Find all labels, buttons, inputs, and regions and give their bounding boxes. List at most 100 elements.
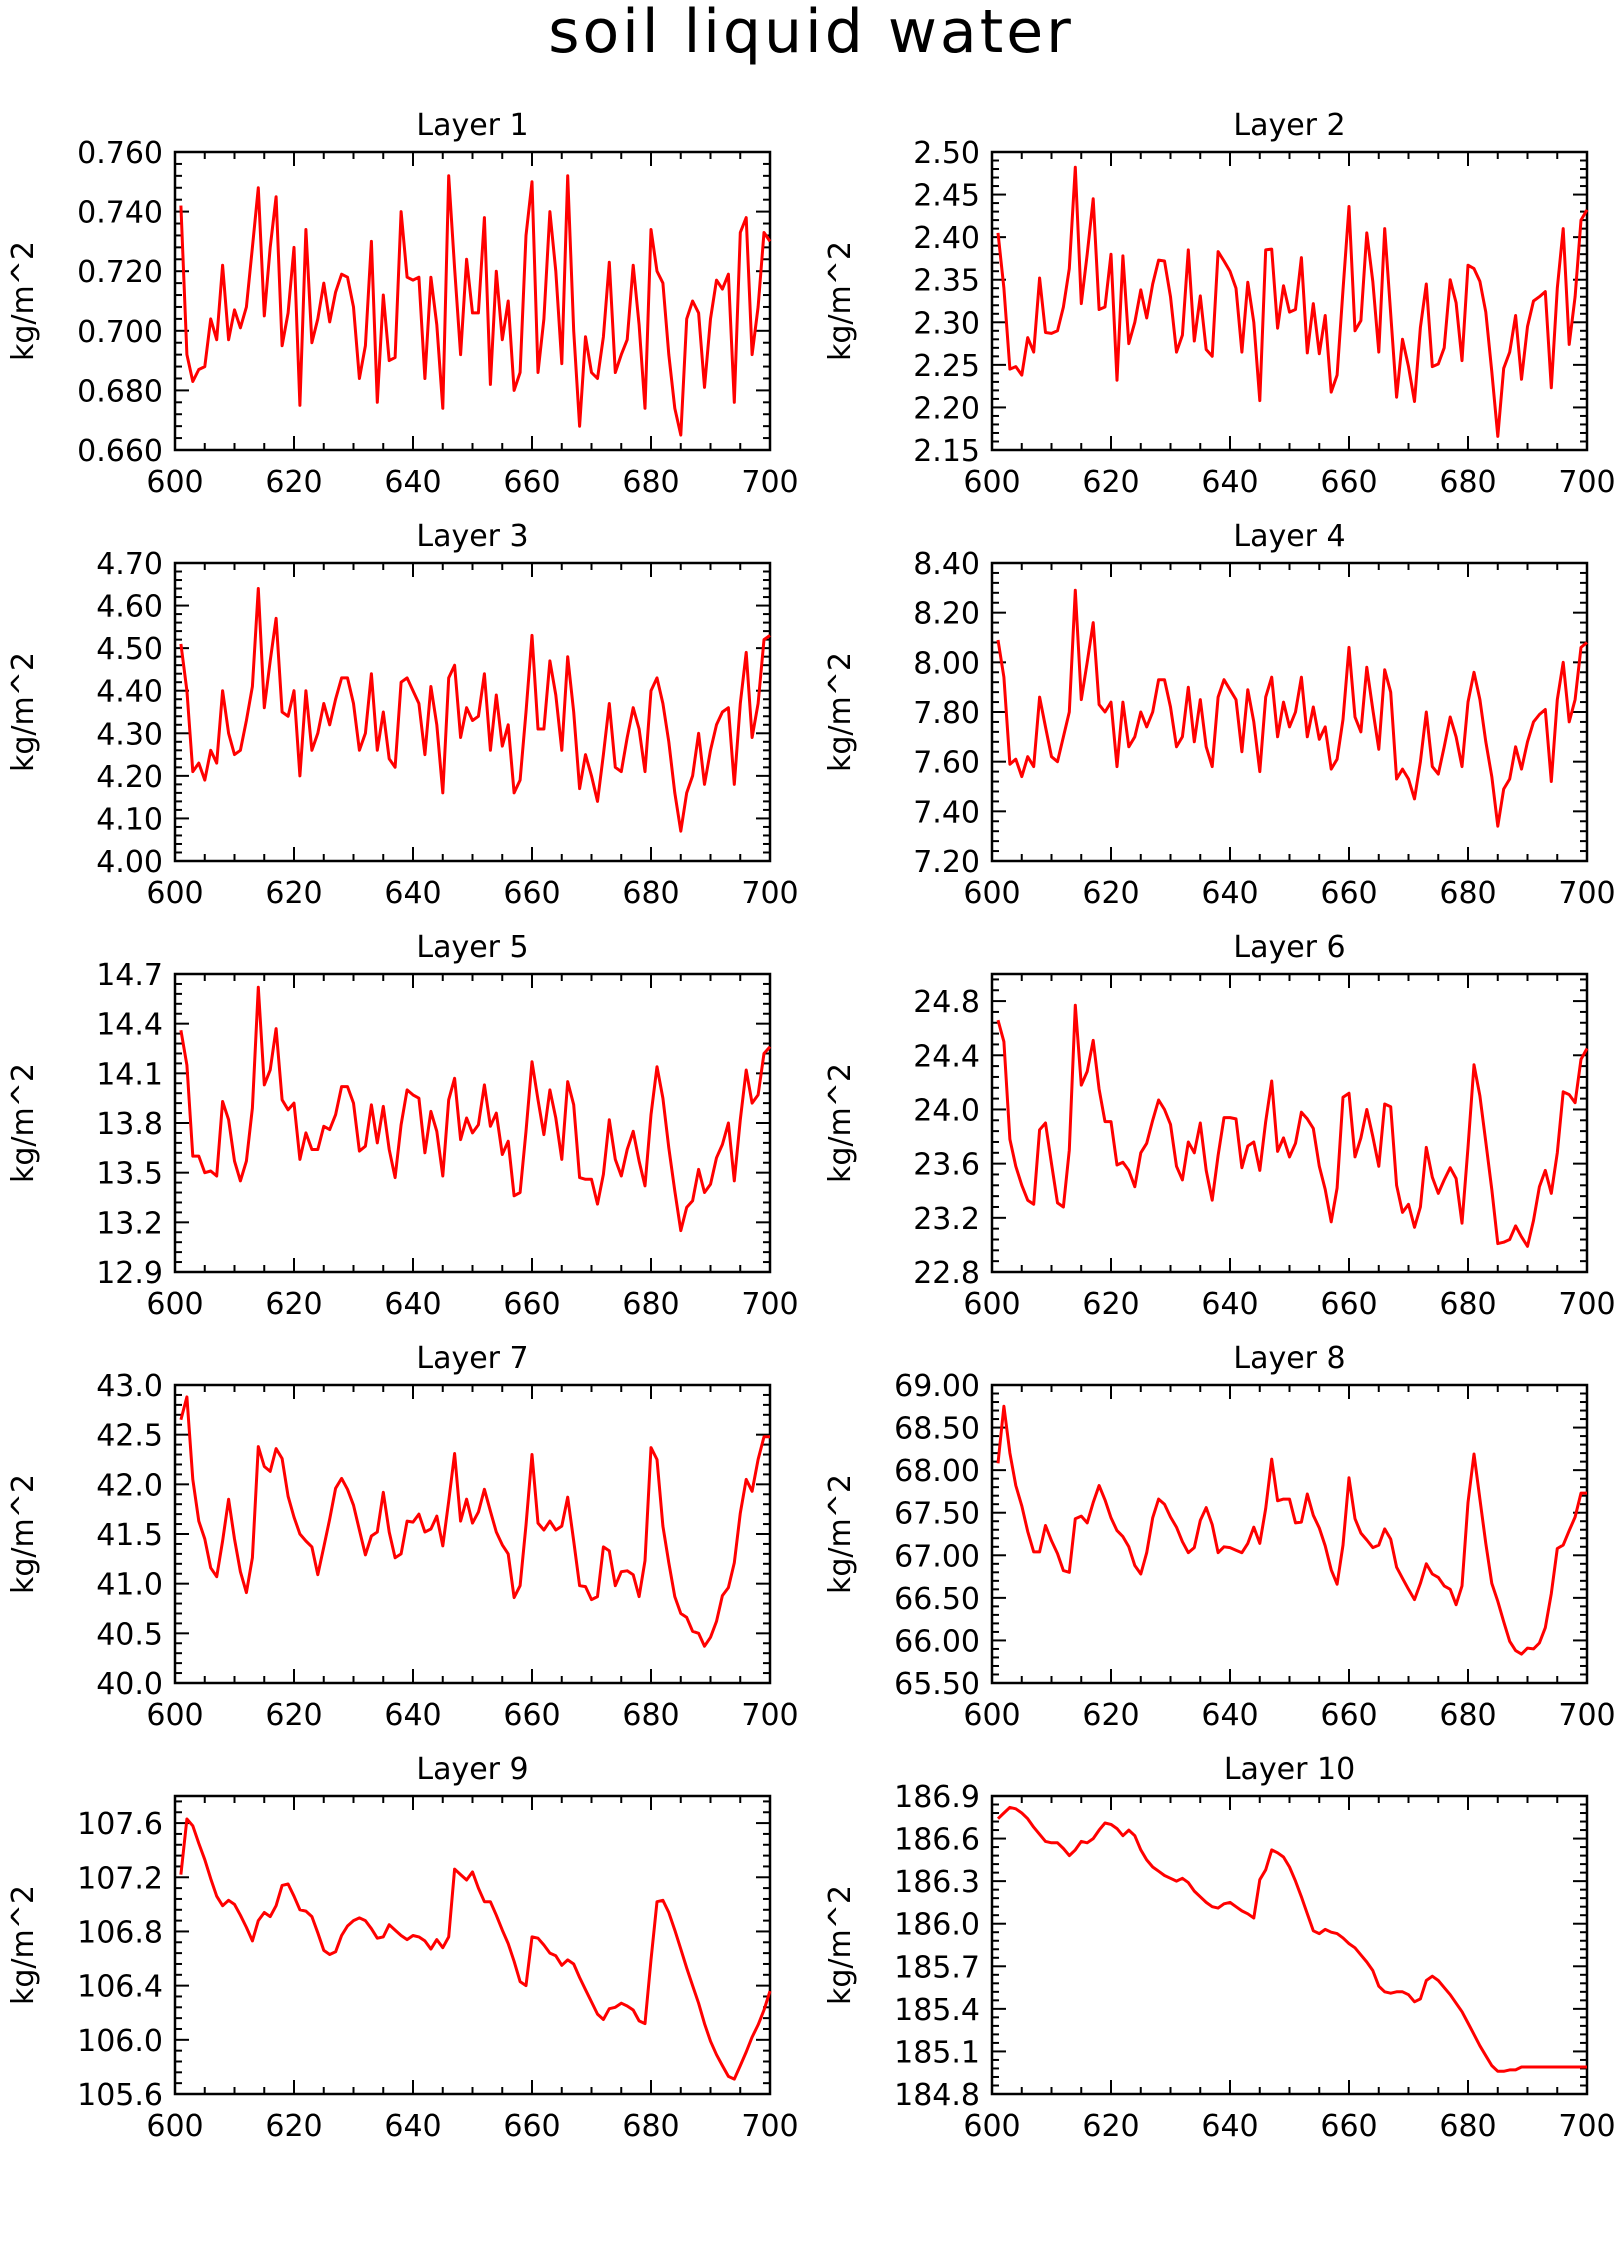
x-tick-label: 600 <box>146 1287 203 1322</box>
data-series-line <box>996 1805 1587 2073</box>
y-tick-label: 24.4 <box>913 1039 980 1074</box>
x-tick-label: 660 <box>1320 1287 1377 1322</box>
data-series-line <box>996 1003 1589 1248</box>
y-tick-label: 105.6 <box>77 2078 163 2113</box>
y-tick-label: 8.20 <box>913 597 980 632</box>
chart-panel: Layer 6 kg/m^2 600 620 640 660 680 700 22.8 23.2 2… <box>823 930 1616 1322</box>
y-tick-label: 23.6 <box>913 1148 980 1183</box>
x-tick-label: 680 <box>1439 1698 1496 1733</box>
panel-title: Layer 7 <box>416 1341 528 1376</box>
panel-title: Layer 2 <box>1233 108 1345 143</box>
y-tick-label: 40.5 <box>96 1617 163 1652</box>
x-tick-label: 600 <box>963 2109 1020 2144</box>
y-tick-label: 67.00 <box>894 1539 980 1574</box>
x-tick-label: 640 <box>1201 2109 1258 2144</box>
y-tick-label: 106.4 <box>77 1970 163 2005</box>
y-tick-label: 106.8 <box>77 1915 163 1950</box>
panel-title: Layer 10 <box>1224 1752 1355 1787</box>
y-tick-label: 2.20 <box>913 391 980 426</box>
y-tick-label: 8.00 <box>913 646 980 681</box>
y-tick-label: 66.50 <box>894 1582 980 1617</box>
y-tick-label: 107.2 <box>77 1861 163 1896</box>
y-tick-label: 68.00 <box>894 1454 980 1489</box>
panel-title: Layer 5 <box>416 930 528 965</box>
panel-title: Layer 9 <box>416 1752 528 1787</box>
chart-panel: Layer 2 kg/m^2 600 620 640 660 680 700 2.15 2.20 2… <box>823 108 1616 500</box>
y-tick-label: 4.60 <box>96 590 163 625</box>
x-tick-label: 680 <box>622 465 679 500</box>
x-tick-label: 600 <box>146 876 203 911</box>
y-tick-label: 2.15 <box>913 434 980 469</box>
x-tick-label: 640 <box>384 465 441 500</box>
plot-frame <box>990 1383 1589 1685</box>
panel-title: Layer 4 <box>1233 519 1345 554</box>
chart-panel: Layer 10 kg/m^2 600 620 640 660 680 700 184.8 185… <box>823 1752 1616 2144</box>
chart-panel: Layer 1 kg/m^2 600 620 640 660 680 700 0.660 0.68… <box>6 108 799 500</box>
x-tick-label: 700 <box>741 2109 798 2144</box>
y-tick-label: 0.660 <box>77 434 163 469</box>
y-tick-label: 186.0 <box>894 1908 980 1943</box>
y-tick-label: 40.0 <box>96 1667 163 1702</box>
x-tick-label: 700 <box>1558 1287 1615 1322</box>
x-tick-label: 620 <box>265 1287 322 1322</box>
chart-panel: Layer 3 kg/m^2 600 620 640 660 680 700 4.00 4.10 4… <box>6 519 799 911</box>
x-tick-label: 620 <box>265 465 322 500</box>
x-tick-label: 620 <box>265 876 322 911</box>
page-title: soil liquid water <box>548 0 1074 67</box>
x-tick-label: 660 <box>503 1698 560 1733</box>
data-series-line <box>179 174 772 437</box>
y-tick-label: 14.1 <box>96 1057 163 1092</box>
y-tick-label: 2.25 <box>913 349 980 384</box>
x-tick-label: 700 <box>741 876 798 911</box>
x-tick-label: 680 <box>622 2109 679 2144</box>
data-series-line <box>179 1817 772 2081</box>
x-tick-label: 600 <box>963 876 1020 911</box>
x-tick-label: 700 <box>741 1698 798 1733</box>
y-tick-label: 65.50 <box>894 1667 980 1702</box>
y-tick-label: 0.740 <box>77 196 163 231</box>
y-tick-label: 14.7 <box>96 958 163 993</box>
y-tick-label: 22.8 <box>913 1256 980 1291</box>
x-tick-label: 620 <box>265 1698 322 1733</box>
x-tick-label: 660 <box>503 465 560 500</box>
y-tick-label: 186.3 <box>894 1865 980 1900</box>
x-tick-label: 680 <box>1439 465 1496 500</box>
y-tick-label: 186.6 <box>894 1823 980 1858</box>
panel-title: Layer 6 <box>1233 930 1345 965</box>
x-tick-label: 620 <box>1082 876 1139 911</box>
y-tick-label: 2.30 <box>913 306 980 341</box>
y-axis-label: kg/m^2 <box>6 1474 41 1594</box>
x-tick-label: 600 <box>146 465 203 500</box>
panel-title: Layer 1 <box>416 108 528 143</box>
y-tick-label: 4.50 <box>96 632 163 667</box>
y-tick-label: 106.0 <box>77 2024 163 2059</box>
y-tick-label: 185.4 <box>894 1993 980 2028</box>
y-tick-label: 41.5 <box>96 1518 163 1553</box>
x-tick-label: 700 <box>1558 465 1615 500</box>
x-tick-label: 640 <box>1201 465 1258 500</box>
x-tick-label: 700 <box>1558 876 1615 911</box>
x-tick-label: 600 <box>963 465 1020 500</box>
y-axis-label: kg/m^2 <box>823 1885 858 2005</box>
data-series-line <box>179 1395 770 1648</box>
plot-frame <box>990 972 1589 1274</box>
y-axis-label: kg/m^2 <box>823 1474 858 1594</box>
chart-panel: Layer 5 kg/m^2 600 620 640 660 680 700 12.9 13.2 1… <box>6 930 799 1322</box>
x-tick-label: 660 <box>503 876 560 911</box>
y-tick-label: 186.9 <box>894 1780 980 1815</box>
x-tick-label: 660 <box>1320 1698 1377 1733</box>
y-tick-label: 4.70 <box>96 547 163 582</box>
panel-title: Layer 8 <box>1233 1341 1345 1376</box>
y-axis-label: kg/m^2 <box>6 652 41 772</box>
x-tick-label: 660 <box>503 2109 560 2144</box>
y-tick-label: 185.7 <box>894 1950 980 1985</box>
chart-panel: Layer 8 kg/m^2 600 620 640 660 680 700 65.50 66.0… <box>823 1341 1616 1733</box>
y-tick-label: 4.00 <box>96 845 163 880</box>
y-tick-label: 13.5 <box>96 1157 163 1192</box>
y-tick-label: 0.700 <box>77 315 163 350</box>
x-tick-label: 600 <box>963 1287 1020 1322</box>
x-tick-label: 680 <box>1439 876 1496 911</box>
x-tick-label: 640 <box>384 876 441 911</box>
y-tick-label: 2.50 <box>913 136 980 171</box>
